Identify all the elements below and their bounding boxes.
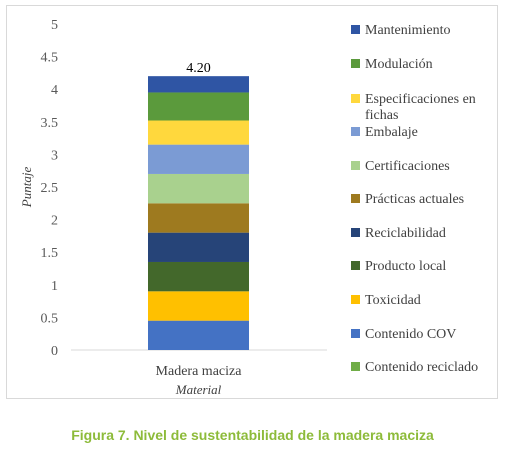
x-axis-title: Material (175, 382, 222, 397)
y-tick-label: 4 (51, 83, 58, 98)
legend-swatch (351, 25, 360, 34)
category-label: Madera maciza (156, 364, 243, 379)
legend-label: Embalaje (365, 125, 418, 140)
legend-swatch (351, 161, 360, 170)
legend-swatch (351, 329, 360, 338)
legend-label: Mantenimiento (365, 23, 451, 38)
bar-segment (148, 203, 249, 233)
figure-caption: Figura 7. Nivel de sustentabilidad de la… (71, 427, 434, 443)
y-tick-label: 4.5 (41, 51, 59, 66)
legend-swatch (351, 261, 360, 270)
bar-segment (148, 261, 249, 292)
legend-swatch (351, 194, 360, 203)
legend-label: Contenido COV (365, 327, 456, 342)
legend-label: Contenido reciclado (365, 360, 478, 375)
legend-swatch (351, 295, 360, 304)
y-axis-title: Puntaje (19, 167, 34, 209)
bar-segment (148, 173, 249, 204)
bar-segment (148, 92, 249, 121)
y-tick-label: 2.5 (41, 181, 59, 196)
legend-label: Producto local (365, 259, 446, 274)
y-tick-label: 0 (51, 344, 58, 359)
legend-swatch (351, 362, 360, 371)
y-tick-label: 3 (51, 148, 58, 163)
y-tick-label: 5 (51, 18, 58, 33)
y-tick-label: 1.5 (41, 246, 59, 261)
legend-label: Toxicidad (365, 293, 421, 308)
bar-segment (148, 291, 249, 321)
chart-frame: 0 0.5 1 1.5 2 2.5 3 3.5 4 4.5 5 4.20 Madera maciza… (6, 5, 498, 399)
legend-label: Reciclabilidad (365, 226, 446, 241)
legend-label: Especificaciones en fichas (365, 92, 476, 123)
bar-segment (148, 144, 249, 174)
legend-label: Certificaciones (365, 159, 450, 174)
legend-swatch (351, 94, 360, 103)
bar-segment (148, 232, 249, 262)
bar-segment (148, 320, 249, 350)
legend-swatch (351, 228, 360, 237)
y-tick-label: 2 (51, 214, 58, 229)
y-tick-label: 0.5 (41, 311, 59, 326)
y-tick-label: 1 (51, 279, 58, 294)
bar-segment (148, 120, 249, 145)
legend-swatch (351, 127, 360, 136)
total-data-label: 4.20 (186, 61, 211, 76)
bar-segment (148, 76, 249, 93)
y-tick-label: 3.5 (41, 116, 59, 131)
legend-label: Modulación (365, 57, 433, 72)
stacked-bar-chart: 0 0.5 1 1.5 2 2.5 3 3.5 4 4.5 5 4.20 Madera maciza… (19, 18, 478, 397)
legend-swatch (351, 59, 360, 68)
legend-label: Prácticas actuales (365, 192, 464, 207)
